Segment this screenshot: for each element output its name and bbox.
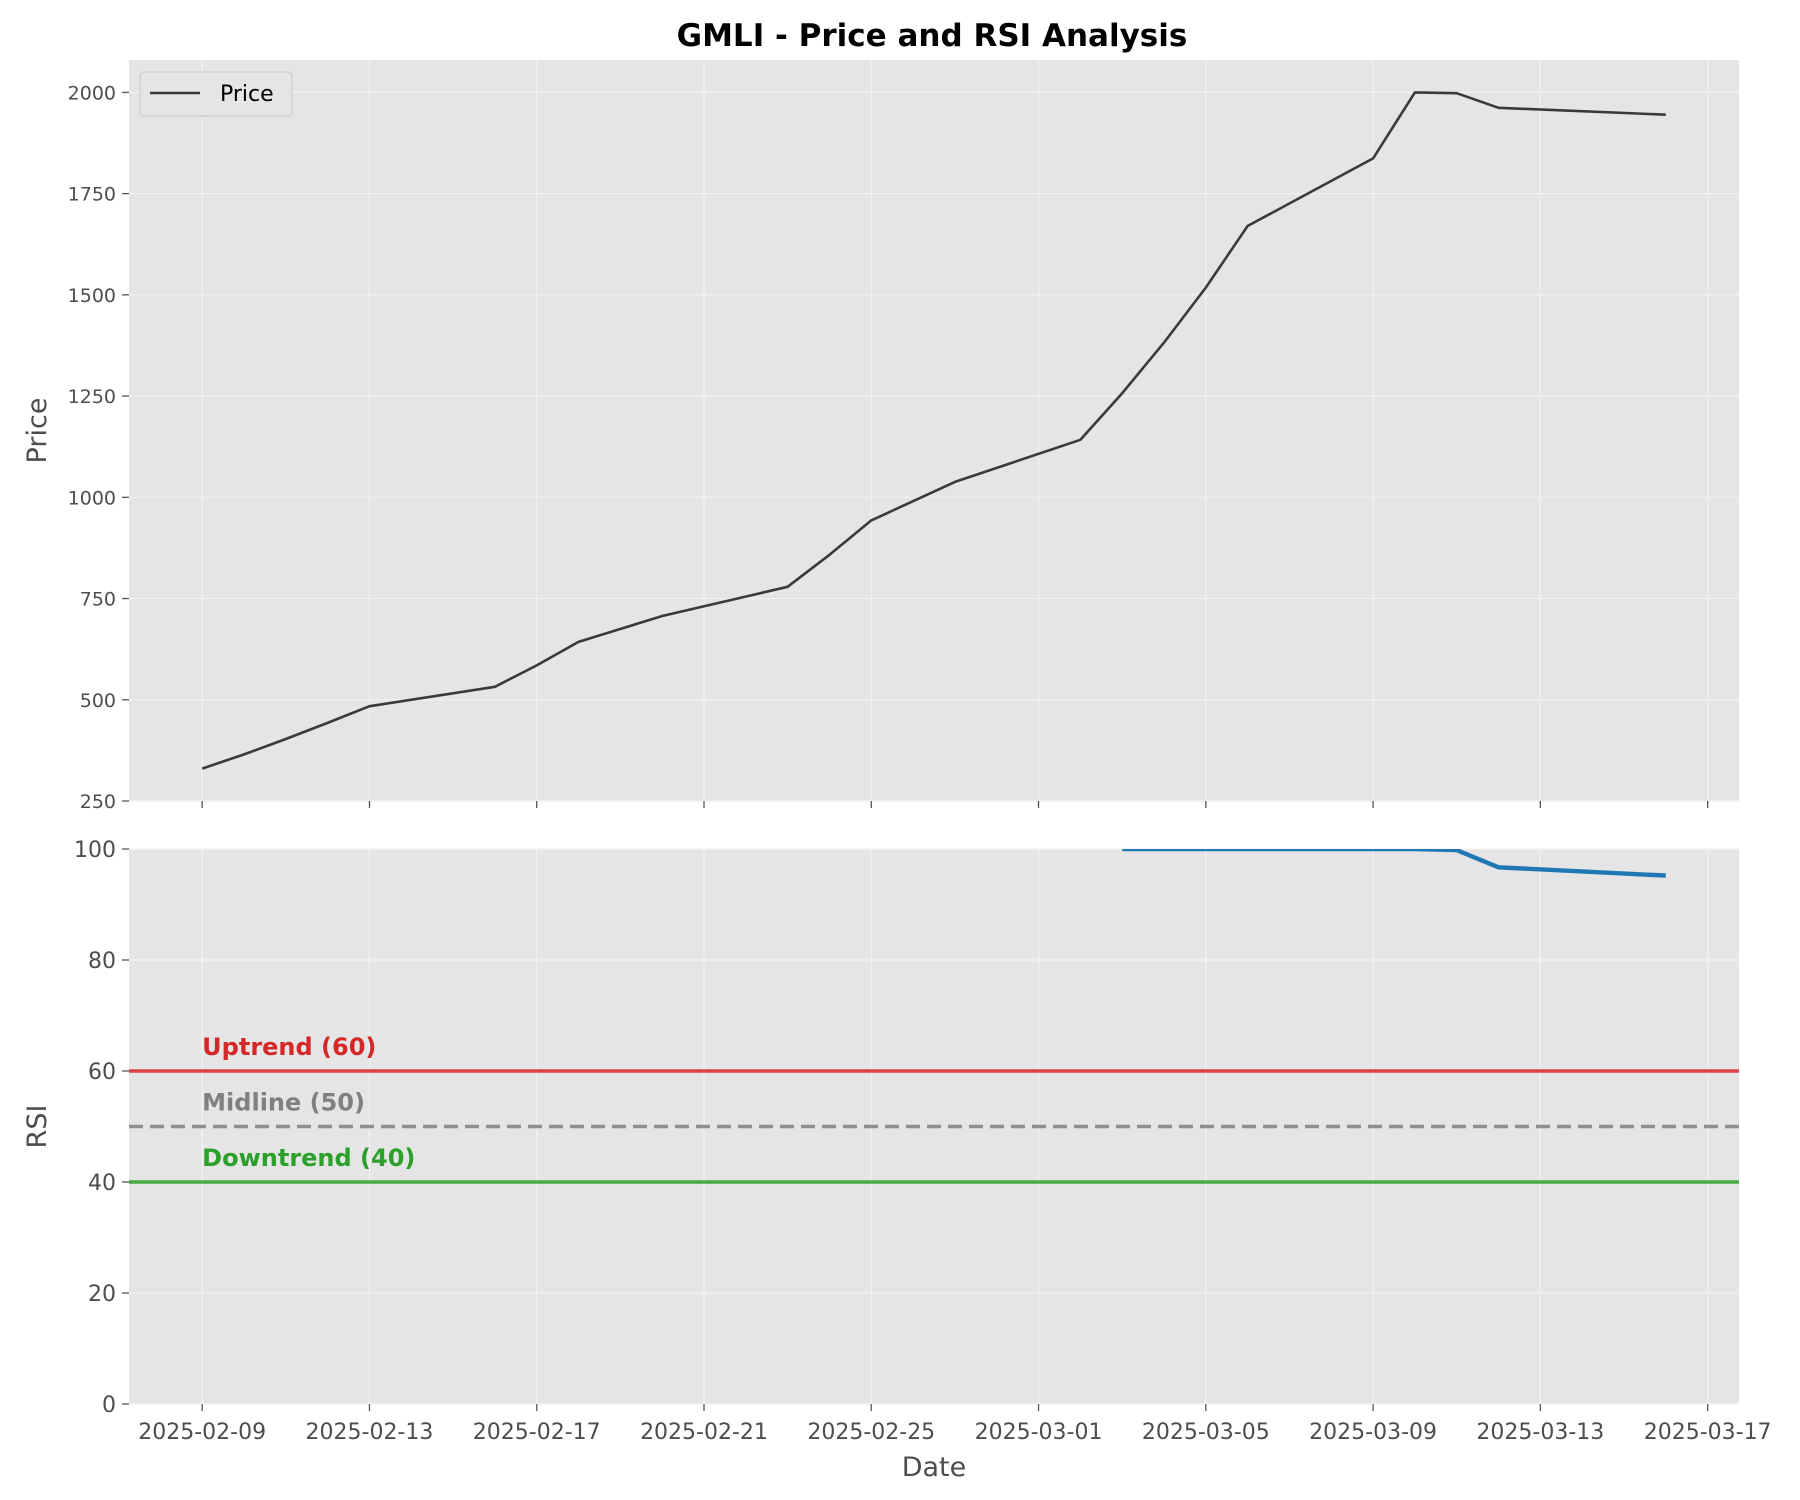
rsi-y-tick-label: 80 — [88, 949, 116, 974]
price-y-tick-label: 500 — [80, 690, 116, 712]
rsi-line — [1122, 849, 1666, 878]
x-tick-label: 2025-02-17 — [473, 1420, 601, 1445]
downtrend-reference-label: Downtrend (40) — [202, 1144, 415, 1172]
rsi-y-tick-label: 100 — [74, 838, 116, 863]
price-y-tick-label: 750 — [80, 589, 116, 611]
legend-box — [139, 71, 293, 117]
x-tick-label: 2025-02-13 — [306, 1420, 434, 1445]
x-tick-label: 2025-03-05 — [1142, 1420, 1270, 1445]
x-tick-label: 2025-02-21 — [640, 1420, 768, 1445]
price-series-group — [201, 91, 1666, 770]
x-tick-label: 2025-03-01 — [975, 1420, 1103, 1445]
rsi-y-tick-label: 40 — [88, 1171, 116, 1196]
midline-reference-label: Midline (50) — [202, 1089, 365, 1117]
price-line — [201, 91, 1666, 770]
x-tick-label: 2025-02-09 — [138, 1420, 266, 1445]
price-legend: Price — [139, 71, 293, 117]
x-axis-label: Date — [902, 1452, 967, 1483]
price-y-axis: 250 500 750 1000 1250 1500 1750 2000 — [68, 82, 129, 813]
rsi-y-tick-label: 60 — [88, 1060, 116, 1085]
price-panel: 250 500 750 1000 1250 1500 1750 2000 Price Pric… — [22, 60, 1739, 813]
price-gridlines — [129, 60, 1739, 802]
price-x-tick-marks — [201, 801, 1709, 808]
price-y-tick-label: 250 — [80, 791, 116, 813]
price-y-tick-label: 1250 — [68, 386, 116, 408]
rsi-reference-lines: Uptrend (60) Midline (50) Downtrend (40) — [129, 1033, 1739, 1184]
price-plot-area — [129, 60, 1739, 801]
x-axis: 2025-02-09 2025-02-13 2025-02-17 2025-02-21… — [138, 1404, 1772, 1445]
x-tick-label: 2025-03-17 — [1644, 1420, 1772, 1445]
x-tick-label: 2025-02-25 — [807, 1420, 935, 1445]
price-y-tick-label: 1000 — [68, 487, 116, 509]
x-tick-label: 2025-03-09 — [1309, 1420, 1437, 1445]
price-y-axis-label: Price — [22, 398, 53, 464]
rsi-y-axis-label: RSI — [22, 1105, 53, 1149]
rsi-y-axis: 0 20 40 60 80 100 — [74, 838, 129, 1418]
rsi-series-group — [1122, 849, 1666, 878]
price-y-tick-label: 1750 — [68, 184, 116, 206]
legend-label-price: Price — [220, 82, 274, 107]
rsi-y-tick-label: 20 — [88, 1282, 116, 1307]
x-tick-label: 2025-03-13 — [1476, 1420, 1604, 1445]
rsi-y-tick-label: 0 — [102, 1393, 116, 1418]
uptrend-reference-label: Uptrend (60) — [202, 1033, 376, 1061]
price-y-tick-label: 1500 — [68, 285, 116, 307]
chart-title: GMLI - Price and RSI Analysis — [677, 18, 1188, 54]
price-y-tick-label: 2000 — [68, 82, 116, 104]
